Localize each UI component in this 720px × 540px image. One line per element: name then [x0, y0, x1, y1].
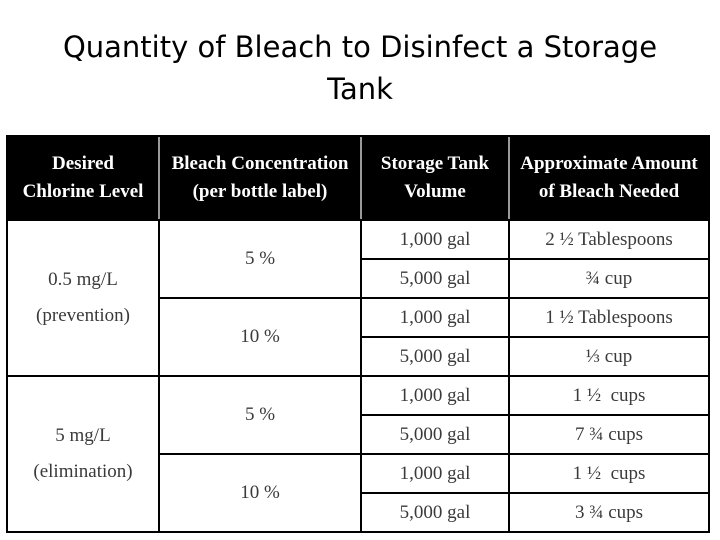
amount-cell: 1 ½ cups: [510, 377, 708, 414]
concentration-cell: 5 %: [160, 377, 360, 453]
amount-cell: 1 ½ Tablespoons: [510, 299, 708, 336]
header-approximate-amount: Approximate Amount of Bleach Needed: [510, 137, 708, 219]
header-divider: [158, 137, 160, 219]
amount-cell: ¾ cup: [510, 260, 708, 297]
concentration-cell: 10 %: [160, 299, 360, 375]
chlorine-purpose: (prevention): [36, 305, 130, 326]
amount-cell: 7 ¾ cups: [510, 416, 708, 453]
volume-cell: 5,000 gal: [362, 338, 508, 375]
volume-cell: 5,000 gal: [362, 416, 508, 453]
volume-cell: 1,000 gal: [362, 299, 508, 336]
amount-cell: 1 ½ cups: [510, 455, 708, 492]
volume-cell: 1,000 gal: [362, 377, 508, 414]
amount-cell: 3 ¾ cups: [510, 494, 708, 531]
concentration-cell: 10 %: [160, 455, 360, 531]
chlorine-level: 5 mg/L: [55, 425, 111, 446]
volume-cell: 1,000 gal: [362, 455, 508, 492]
volume-cell: 1,000 gal: [362, 221, 508, 258]
amount-cell: 2 ½ Tablespoons: [510, 221, 708, 258]
header-storage-tank-volume: Storage Tank Volume: [362, 137, 508, 219]
header-divider: [360, 137, 362, 219]
volume-cell: 5,000 gal: [362, 494, 508, 531]
bleach-quantity-table: Desired Chlorine Level Bleach Concentrati…: [6, 135, 710, 533]
header-divider: [508, 137, 510, 219]
chlorine-level-cell: 0.5 mg/L (prevention): [8, 221, 158, 375]
header-desired-chlorine-level: Desired Chlorine Level: [8, 137, 158, 219]
amount-cell: ⅓ cup: [510, 338, 708, 375]
slide-title: Quantity of Bleach to Disinfect a Storag…: [62, 30, 658, 106]
volume-cell: 5,000 gal: [362, 260, 508, 297]
concentration-cell: 5 %: [160, 221, 360, 297]
chlorine-purpose: (elimination): [33, 461, 133, 482]
header-bleach-concentration: Bleach Concentration (per bottle label): [160, 137, 360, 219]
chlorine-level-cell: 5 mg/L (elimination): [8, 377, 158, 531]
chlorine-level: 0.5 mg/L: [48, 269, 118, 290]
